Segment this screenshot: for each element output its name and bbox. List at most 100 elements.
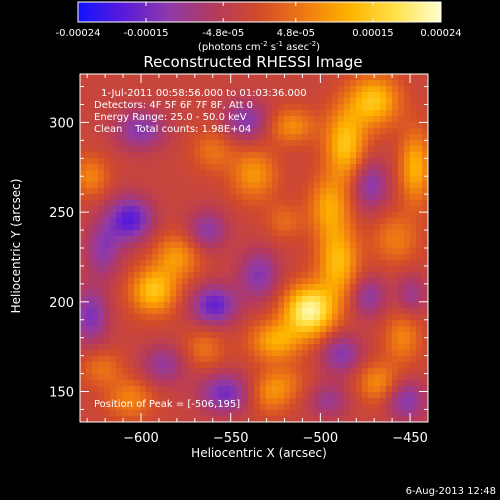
colorbar-tick-label: -4.8e-05 <box>202 28 244 39</box>
heatmap-cell <box>326 374 333 381</box>
heatmap-cell <box>332 368 339 375</box>
heatmap-cell <box>176 200 183 207</box>
heatmap-cell <box>356 110 363 117</box>
heatmap-cell <box>290 128 297 135</box>
heatmap-cell <box>146 116 153 123</box>
heatmap-cell <box>356 356 363 363</box>
heatmap-cell <box>176 182 183 189</box>
heatmap-cell <box>110 308 117 315</box>
heatmap-cell <box>302 398 309 405</box>
heatmap-cell <box>416 200 423 207</box>
heatmap-cell <box>314 368 321 375</box>
heatmap-cell <box>236 110 243 117</box>
heatmap-cell <box>86 158 93 165</box>
heatmap-cell <box>302 224 309 231</box>
heatmap-cell <box>134 260 141 267</box>
heatmap-cell <box>182 320 189 327</box>
heatmap-cell <box>374 170 381 177</box>
heatmap-cell <box>92 278 99 285</box>
heatmap-cell <box>326 122 333 129</box>
heatmap-cell <box>206 104 213 111</box>
heatmap-cell <box>422 206 428 213</box>
heatmap-cell <box>290 134 297 141</box>
heatmap-cell <box>218 182 225 189</box>
heatmap-cell <box>86 218 93 225</box>
heatmap-cell <box>254 380 261 387</box>
heatmap-cell <box>212 224 219 231</box>
heatmap-cell <box>242 320 249 327</box>
heatmap-cell <box>260 104 267 111</box>
heatmap-cell <box>350 278 357 285</box>
heatmap-cell <box>410 182 417 189</box>
heatmap-cell <box>416 92 423 99</box>
heatmap-cell <box>128 74 135 81</box>
heatmap-cell <box>146 350 153 357</box>
heatmap-cell <box>314 416 321 422</box>
heatmap-cell <box>194 236 201 243</box>
heatmap-cell <box>290 416 297 422</box>
heatmap-cell <box>284 152 291 159</box>
heatmap-cell <box>332 116 339 123</box>
heatmap-cell <box>284 80 291 87</box>
heatmap-cell <box>314 104 321 111</box>
heatmap-cell <box>386 314 393 321</box>
heatmap-cell <box>422 386 428 393</box>
heatmap-cell <box>158 362 165 369</box>
heatmap-cell <box>224 74 231 81</box>
heatmap-cell <box>188 200 195 207</box>
heatmap-cell <box>320 80 327 87</box>
heatmap-cell <box>416 326 423 333</box>
heatmap-cell <box>404 86 411 93</box>
y-tick-label: 250 <box>49 206 74 221</box>
heatmap-cell <box>266 212 273 219</box>
heatmap-cell <box>158 356 165 363</box>
heatmap-cell <box>386 152 393 159</box>
heatmap-cell <box>284 92 291 99</box>
heatmap-cell <box>296 356 303 363</box>
heatmap-cell <box>308 92 315 99</box>
heatmap-cell <box>386 116 393 123</box>
heatmap-cell <box>122 158 129 165</box>
heatmap-cell <box>290 296 297 303</box>
heatmap-cell <box>224 356 231 363</box>
heatmap-cell <box>86 326 93 333</box>
heatmap-cell <box>332 158 339 165</box>
heatmap-cell <box>410 392 417 399</box>
heatmap-cell <box>134 92 141 99</box>
heatmap-cell <box>134 104 141 111</box>
heatmap-cell <box>350 308 357 315</box>
heatmap-cell <box>158 332 165 339</box>
heatmap-cell <box>122 398 129 405</box>
heatmap-cell <box>260 302 267 309</box>
heatmap-cell <box>128 392 135 399</box>
heatmap-cell <box>302 326 309 333</box>
heatmap-cell <box>380 98 387 105</box>
heatmap-cell <box>230 212 237 219</box>
heatmap-cell <box>140 338 147 345</box>
heatmap-cell <box>284 386 291 393</box>
heatmap-cell <box>242 332 249 339</box>
heatmap-cell <box>278 140 285 147</box>
heatmap-cell <box>308 140 315 147</box>
heatmap-cell <box>338 266 345 273</box>
heatmap-cell <box>164 296 171 303</box>
heatmap-cell <box>212 116 219 123</box>
heatmap-cell <box>194 260 201 267</box>
heatmap-cell <box>158 218 165 225</box>
heatmap-cell <box>212 290 219 297</box>
heatmap-cell <box>176 140 183 147</box>
heatmap-cell <box>218 218 225 225</box>
heatmap-cell <box>308 380 315 387</box>
heatmap-cell <box>260 308 267 315</box>
heatmap-cell <box>206 212 213 219</box>
heatmap-cell <box>338 260 345 267</box>
heatmap-cell <box>380 350 387 357</box>
heatmap-cell <box>410 296 417 303</box>
heatmap-cell <box>266 98 273 105</box>
heatmap-cell <box>164 410 171 417</box>
time-range-annotation: 1-Jul-2011 00:58:56.000 to 01:03:36.000 <box>101 88 307 99</box>
heatmap-cell <box>356 224 363 231</box>
heatmap-cell <box>248 206 255 213</box>
heatmap-cell <box>92 128 99 135</box>
heatmap-cell <box>212 278 219 285</box>
